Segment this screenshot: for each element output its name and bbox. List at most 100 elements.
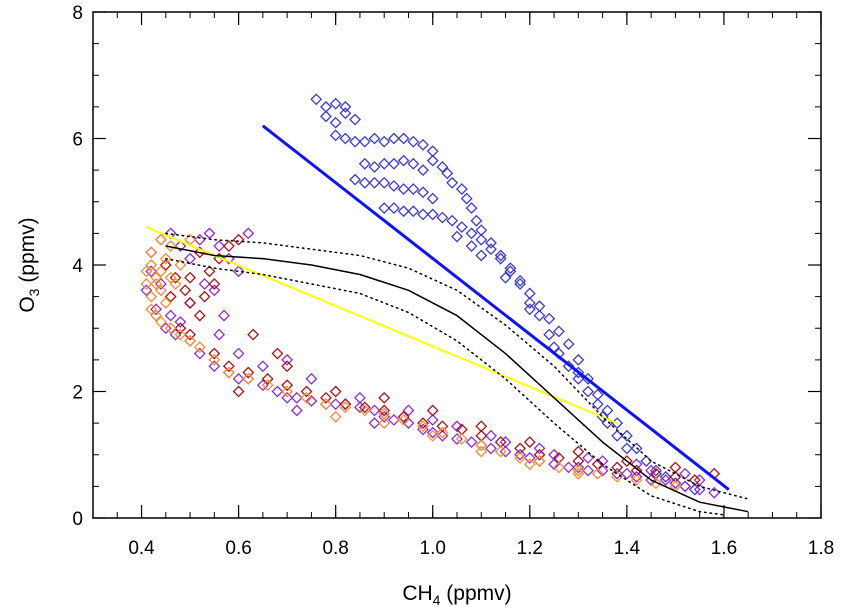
data-point-purple [339, 398, 352, 411]
x-tick-label: 1.2 [517, 538, 543, 559]
data-point-purple [475, 439, 488, 452]
data-point-orange [523, 458, 536, 471]
data-point-purple [693, 474, 706, 486]
data-point-darkred [523, 436, 536, 449]
data-point-blue [339, 132, 352, 145]
data-point-blue [426, 145, 439, 158]
data-point-orange [150, 309, 163, 322]
plot-marks [140, 93, 721, 499]
data-point-orange [591, 467, 604, 480]
data-point-blue [426, 192, 439, 205]
data-point-orange [426, 429, 439, 442]
data-point-purple [354, 391, 366, 404]
data-point-blue [349, 173, 361, 186]
data-point-blue [572, 372, 585, 385]
data-point-darkred [572, 455, 585, 467]
data-point-blue [368, 176, 381, 189]
data-point-blue [407, 157, 420, 170]
series-line-yellow_line-solid [146, 226, 618, 425]
data-point-darkred [475, 420, 488, 433]
data-point-purple [426, 426, 439, 439]
data-point-orange [329, 410, 342, 423]
data-point-orange [242, 372, 255, 385]
data-point-darkred [339, 398, 352, 411]
data-point-purple [402, 417, 415, 430]
data-point-purple [596, 464, 609, 477]
data-point-orange [455, 433, 468, 445]
data-point-orange [378, 407, 391, 420]
data-point-purple [169, 328, 182, 341]
data-point-purple [281, 353, 294, 366]
data-point-purple [548, 458, 560, 471]
data-point-blue [494, 249, 507, 262]
data-point-purple [145, 265, 158, 278]
data-point-purple [320, 398, 332, 411]
data-point-darkred [320, 391, 332, 404]
data-point-darkred [208, 347, 221, 360]
data-point-purple [140, 284, 153, 297]
data-point-blue [436, 211, 449, 224]
data-point-blue [339, 100, 352, 113]
data-point-blue [640, 455, 653, 467]
data-point-darkred [611, 461, 624, 474]
data-point-orange [281, 385, 294, 398]
data-point-orange [208, 353, 221, 366]
data-point-purple [485, 429, 497, 442]
data-point-blue [533, 300, 546, 313]
data-point-blue [417, 208, 429, 221]
data-point-blue [387, 202, 400, 214]
x-tick-label: 1.4 [614, 538, 641, 559]
data-point-blue [465, 202, 478, 214]
data-point-purple [548, 448, 560, 461]
data-point-orange [155, 265, 167, 278]
y-tick-label: 6 [72, 130, 83, 151]
data-point-darkred [475, 429, 488, 442]
data-point-darkred [436, 420, 449, 433]
data-point-purple [582, 464, 594, 477]
data-point-orange [140, 278, 153, 290]
data-point-darkred [426, 404, 439, 417]
data-point-purple [533, 442, 546, 455]
data-point-darkred [184, 297, 196, 309]
data-point-orange [155, 284, 167, 297]
data-point-orange [174, 328, 187, 341]
data-point-darkred [232, 233, 245, 246]
axis-ticks: 0.4 0.6 0.8 1.0 1.2 1.4 1.6 1.8 0 2 4 6 8 [72, 3, 834, 559]
data-point-purple [184, 252, 196, 265]
data-point-darkred [179, 284, 192, 297]
y-tick-label: 8 [72, 3, 83, 24]
data-point-purple [213, 328, 226, 341]
data-point-darkred [193, 309, 206, 322]
data-point-orange [339, 401, 352, 414]
data-point-purple [582, 451, 594, 464]
data-point-orange [150, 278, 163, 290]
data-point-blue [417, 138, 429, 151]
data-point-purple [630, 470, 643, 483]
data-point-darkred [242, 366, 255, 379]
data-point-darkred [669, 470, 682, 483]
data-point-blue [329, 129, 342, 142]
data-point-orange [145, 246, 158, 259]
data-point-blue [451, 230, 463, 243]
data-point-darkred [572, 445, 585, 458]
data-point-blue [553, 325, 565, 338]
data-point-darkred [329, 385, 342, 398]
data-point-purple [523, 451, 536, 464]
data-point-purple [184, 297, 196, 309]
data-point-blue [470, 214, 483, 227]
data-point-purple [290, 404, 303, 417]
data-point-orange [164, 240, 177, 252]
data-point-orange [155, 233, 167, 246]
data-point-blue [397, 183, 410, 196]
data-point-purple [290, 391, 303, 404]
data-point-blue [485, 236, 497, 249]
y-tick-label: 2 [72, 383, 83, 404]
data-point-purple [198, 278, 211, 290]
data-point-darkred [281, 360, 294, 373]
x-tick-label: 1.6 [711, 538, 737, 559]
data-point-darkred [159, 259, 172, 271]
data-point-purple [499, 436, 512, 449]
data-point-blue [407, 205, 420, 218]
data-point-purple [232, 372, 245, 385]
